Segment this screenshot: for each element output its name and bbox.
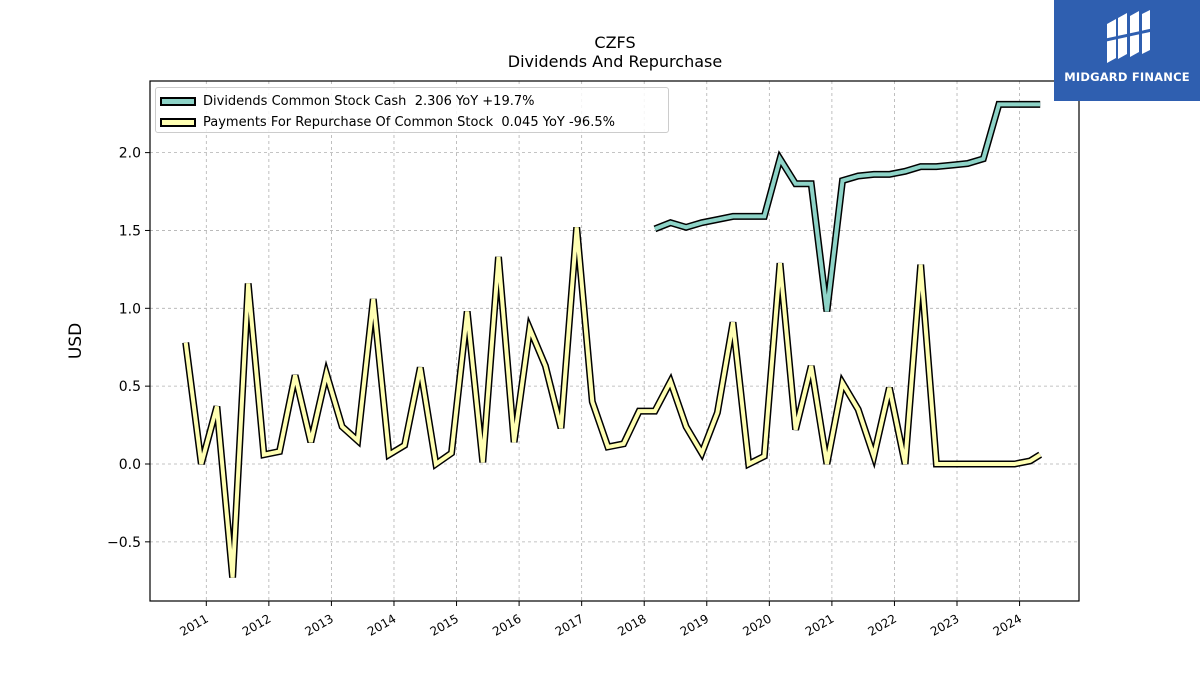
x-tick-label: 2017 [553,611,586,638]
x-tick-label: 2015 [428,611,461,638]
x-tick-label: 2019 [678,611,711,638]
y-axis-label: USD [66,323,86,359]
x-tick-label: 2013 [302,611,335,638]
chart-legend: Dividends Common Stock Cash 2.306 YoY +1… [155,87,669,133]
logo-mark-icon [1105,10,1153,63]
x-tick-label: 2024 [991,611,1024,638]
y-tick-label: 1.5 [119,223,141,239]
y-tick-label: 1.0 [119,301,141,317]
x-tick-label: 2014 [365,611,398,638]
series-outline-repurchase [182,226,1043,578]
x-tick-label: 2022 [865,611,898,638]
legend-item-repurchase: Payments For Repurchase Of Common Stock … [160,113,615,131]
x-tick-label: 2018 [615,611,648,638]
y-tick-label: −0.5 [107,535,141,551]
grid-lines [150,81,1079,601]
x-tick-label: 2011 [177,611,210,638]
series-outline-dividends [653,100,1041,312]
x-tick-label: 2020 [740,611,773,638]
x-tick-label: 2012 [240,611,273,638]
legend-label-repurchase: Payments For Repurchase Of Common Stock … [203,114,615,130]
series-line-repurchase [183,227,1042,578]
plot-frame [149,80,1080,602]
legend-label-dividends: Dividends Common Stock Cash 2.306 YoY +1… [203,93,535,109]
brand-logo: MIDGARD FINANCE [1054,0,1200,101]
y-tick-label: 2.0 [119,146,141,162]
x-tick-label: 2016 [490,611,523,638]
y-tick-label: 0.5 [119,379,141,395]
x-axis: 2011 2012 2013 2014 2015 2016 2017 2018 2019 2020… [177,601,1024,639]
chart-title: CZFS [594,33,635,52]
series-line-dividends [654,102,1041,312]
x-tick-label: 2023 [928,611,961,638]
chart-subtitle: Dividends And Repurchase [508,52,722,71]
legend-swatch-dividends [160,96,196,106]
series-layer [182,100,1043,578]
logo-text: MIDGARD FINANCE [1064,70,1190,84]
legend-item-dividends: Dividends Common Stock Cash 2.306 YoY +1… [160,92,534,110]
x-tick-label: 2021 [803,611,836,638]
y-tick-label: 0.0 [119,457,141,473]
legend-swatch-repurchase [160,117,196,127]
y-axis: −0.5 0.0 0.5 1.0 1.5 2.0 [107,146,150,551]
